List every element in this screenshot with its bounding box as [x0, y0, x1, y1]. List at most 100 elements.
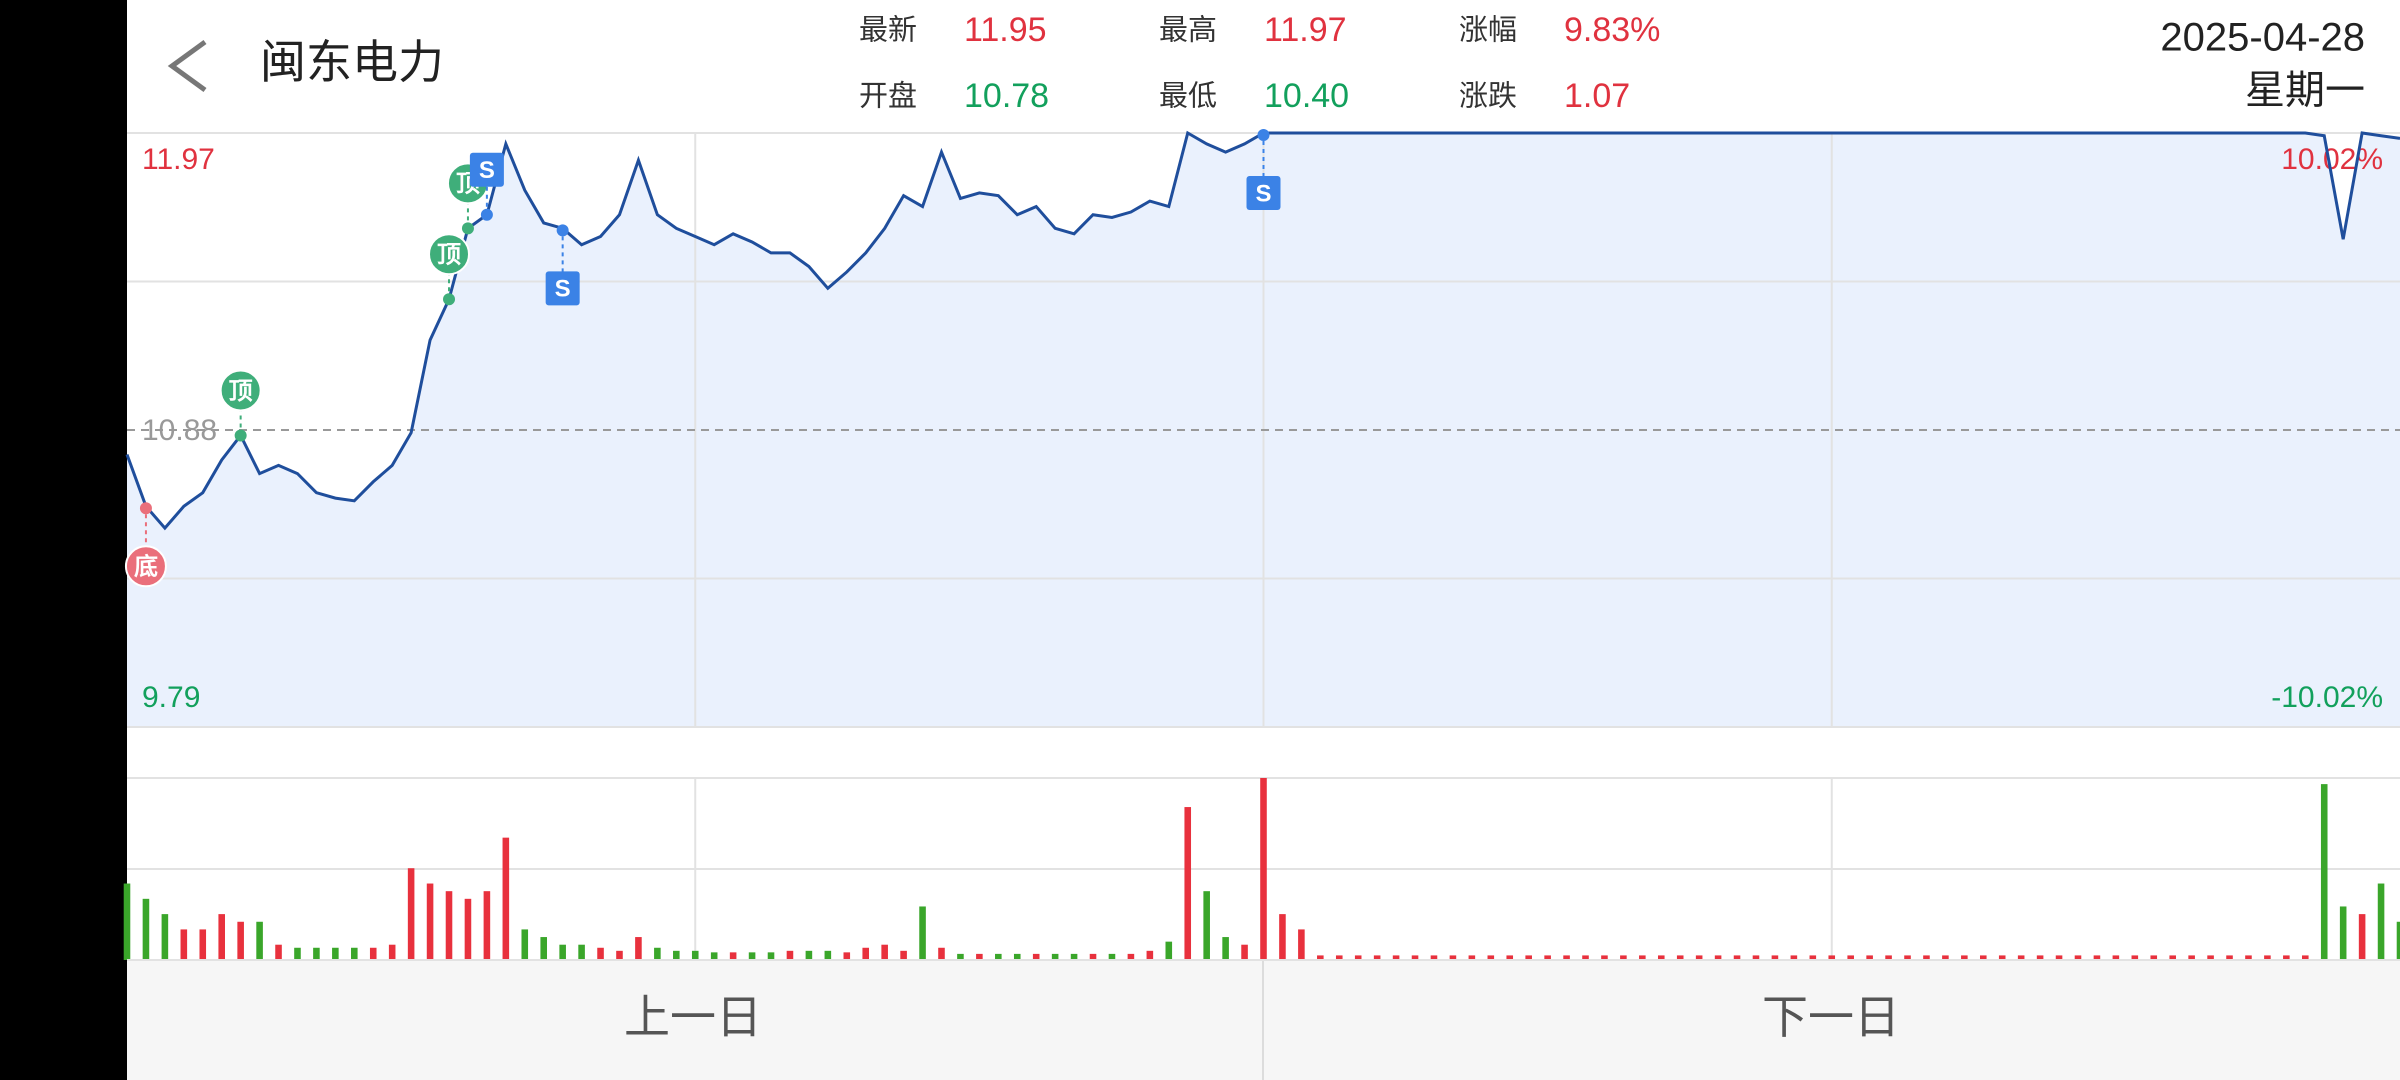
volume-bar: [654, 947, 661, 960]
volume-bar: [1809, 955, 1817, 960]
next-day-button[interactable]: 下一日: [1762, 991, 1900, 1043]
volume-bar: [1942, 955, 1949, 960]
volume-bar: [237, 921, 244, 960]
annotation-text: 底: [134, 553, 158, 581]
volume-bar: [483, 891, 491, 960]
volume-bar: [2188, 955, 2195, 960]
volume-bar: [1582, 955, 1589, 960]
volume-bar: [1165, 941, 1173, 960]
volume-bar: [1146, 950, 1154, 960]
volume-bar: [635, 937, 642, 960]
annotation-dot: [556, 224, 569, 237]
volume-bar: [881, 944, 888, 960]
volume-bar: [710, 952, 718, 960]
volume-bar: [1866, 955, 1873, 960]
volume-bar: [1222, 937, 1229, 960]
quote-value: 9.83%: [1564, 11, 1660, 49]
prev-day-button[interactable]: 上一日: [624, 991, 762, 1043]
quote-label: 涨跌: [1459, 80, 1517, 113]
volume-bar: [199, 929, 207, 960]
volume-bar: [1828, 955, 1836, 960]
volume-bar: [502, 837, 510, 960]
annotation-text: 顶: [437, 242, 461, 269]
volume-bar: [313, 947, 320, 960]
volume-bar: [1771, 955, 1779, 960]
volume-bar: [1487, 955, 1495, 960]
volume-bar: [256, 921, 263, 960]
volume-bar: [1695, 955, 1703, 960]
volume-bar: [938, 947, 945, 960]
volume-bar: [2377, 883, 2385, 960]
volume-bar: [2207, 955, 2214, 960]
volume-bar: [1108, 953, 1116, 960]
volume-bar: [673, 950, 680, 960]
volume-bar: [1449, 955, 1457, 960]
volume-bar: [407, 868, 415, 960]
quote-value: 11.97: [1264, 11, 1347, 49]
volume-bar: [1639, 955, 1646, 960]
annotation-badge: [428, 233, 471, 276]
annotation-dot: [234, 429, 247, 442]
volume-bar: [2226, 955, 2233, 960]
volume-bar: [294, 947, 301, 960]
volume-bar: [1525, 955, 1532, 960]
quote-value: 11.95: [964, 11, 1047, 49]
volume-bar: [995, 953, 1002, 960]
volume-bar: [218, 914, 225, 960]
volume-bar: [123, 883, 131, 960]
volume-bar: [1904, 955, 1911, 960]
volume-bar: [2055, 955, 2063, 960]
volume-bar: [2358, 914, 2366, 960]
y2-tick-label: 10.02%: [2281, 143, 2383, 176]
annotation-badge: [469, 152, 504, 187]
volume-bar: [1961, 955, 1968, 960]
volume-bar: [1317, 955, 1324, 960]
volume-bar: [1392, 955, 1400, 960]
volume-bar: [1203, 891, 1210, 960]
back-button[interactable]: [167, 39, 207, 93]
volume-bar: [388, 944, 396, 960]
volume-bar: [2112, 955, 2120, 960]
volume-bar: [369, 947, 377, 960]
volume-bar: [691, 950, 699, 960]
volume-bar: [1032, 953, 1040, 960]
volume-bar: [1506, 955, 1514, 960]
volume-bar: [805, 950, 813, 960]
quote-label: 开盘: [859, 80, 917, 113]
volume-bar: [616, 950, 623, 960]
volume-bar: [2036, 955, 2044, 960]
volume-bar: [2169, 955, 2176, 960]
volume-bar: [748, 952, 756, 960]
volume-bar: [729, 952, 737, 960]
quote-label: 最低: [1159, 80, 1217, 113]
volume-bar: [2131, 955, 2139, 960]
annotation-badge: [1246, 176, 1281, 210]
volume-bar: [1714, 955, 1722, 960]
volume-bar: [1354, 955, 1362, 960]
y-tick-label: 10.88: [142, 414, 217, 447]
quote-label: 最新: [859, 14, 917, 47]
volume-bar: [1335, 955, 1343, 960]
annotation-text: S: [555, 276, 571, 303]
volume-bar: [1847, 955, 1854, 960]
volume-bar: [957, 953, 964, 960]
volume-bar: [1601, 955, 1608, 960]
volume-bar: [1657, 955, 1665, 960]
volume-bar: [2320, 784, 2328, 960]
volume-bar: [862, 947, 870, 960]
volume-bar: [1620, 955, 1627, 960]
volume-bar: [1260, 778, 1267, 960]
y2-tick-label: -10.02%: [2271, 681, 2383, 714]
volume-bar: [1733, 955, 1741, 960]
volume-bar: [332, 947, 339, 960]
annotation-badge: [545, 271, 580, 306]
volume-bar: [1468, 955, 1476, 960]
volume-bar: [2264, 955, 2271, 960]
volume-bar: [1752, 955, 1760, 960]
volume-bar: [919, 906, 926, 960]
volume-bar: [445, 891, 453, 960]
annotation-dot: [139, 502, 152, 515]
volume-bar: [2017, 955, 2025, 960]
volume-bar: [1676, 955, 1684, 960]
quote-value: 10.40: [1264, 77, 1349, 115]
